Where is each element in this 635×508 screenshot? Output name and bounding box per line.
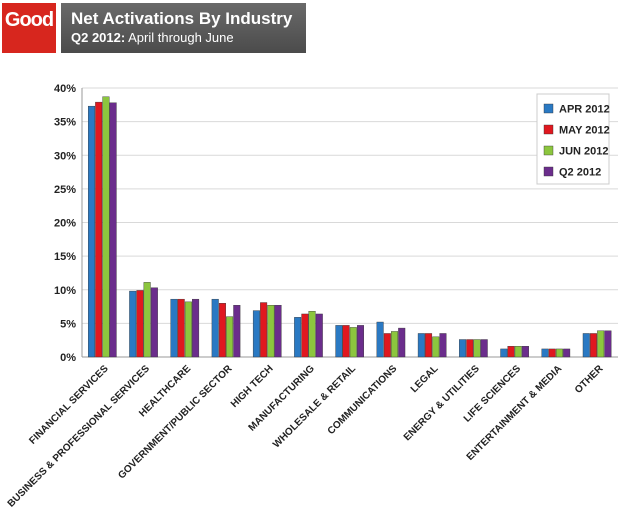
bar xyxy=(376,321,384,358)
bar xyxy=(192,298,200,358)
bar xyxy=(150,287,158,358)
bar xyxy=(398,327,406,358)
bar xyxy=(274,305,282,358)
bar xyxy=(143,282,151,358)
y-tick-label: 30% xyxy=(54,150,76,162)
bar xyxy=(252,310,260,358)
bar xyxy=(129,290,137,358)
bar xyxy=(177,298,185,358)
legend-swatch xyxy=(543,166,554,177)
bar xyxy=(507,346,515,358)
bar xyxy=(439,333,447,358)
bar xyxy=(500,348,508,358)
y-tick-label: 5% xyxy=(60,318,76,330)
x-tick-label: ENERGY & UTILITIES xyxy=(402,363,482,443)
subtitle-period: Q2 2012: xyxy=(71,30,126,45)
bars xyxy=(88,96,612,358)
bar xyxy=(349,327,357,358)
bar xyxy=(541,348,549,358)
bar xyxy=(480,339,488,358)
bar xyxy=(211,298,219,358)
legend-label: Q2 2012 xyxy=(559,167,601,179)
bar xyxy=(417,333,425,358)
legend: APR 2012 MAY 2012 JUN 2012 Q2 2012 xyxy=(536,93,610,185)
bar xyxy=(218,303,226,358)
x-tick-label: WHOLESALE & RETAIL xyxy=(271,363,358,450)
subtitle-range: April through June xyxy=(128,30,234,45)
y-tick-label: 20% xyxy=(54,218,76,230)
title-bar: Net Activations By Industry Q2 2012: Apr… xyxy=(61,3,306,53)
legend-swatch xyxy=(543,145,554,156)
bar xyxy=(136,290,144,358)
bar xyxy=(357,325,365,358)
bar xyxy=(109,102,117,358)
bar xyxy=(582,333,590,358)
bar xyxy=(432,336,440,358)
y-tick-label: 15% xyxy=(54,251,76,263)
bar xyxy=(597,330,605,358)
x-tick-label: OTHER xyxy=(573,363,606,396)
bar xyxy=(555,348,563,358)
bar xyxy=(184,301,192,358)
bar xyxy=(563,348,571,358)
bar xyxy=(342,325,350,358)
bar xyxy=(315,313,323,358)
bar xyxy=(514,346,522,358)
y-tick-label: 0% xyxy=(60,352,76,364)
bar xyxy=(335,325,343,358)
legend-label: MAY 2012 xyxy=(559,125,610,137)
bar xyxy=(308,311,316,358)
x-tick-label: COMMUNICATIONS xyxy=(326,363,400,437)
bar xyxy=(391,331,399,358)
bar xyxy=(425,333,433,358)
bar xyxy=(226,316,234,358)
good-logo: Good xyxy=(2,3,56,53)
header: Good Net Activations By Industry Q2 2012… xyxy=(0,0,635,58)
y-tick-label: 40% xyxy=(54,83,76,95)
bar xyxy=(294,317,302,358)
bar xyxy=(102,96,110,358)
x-tick-label: BUSINESS & PROFESSIONAL SERVICES xyxy=(6,363,152,508)
chart-title: Net Activations By Industry xyxy=(71,9,293,28)
bar xyxy=(267,305,275,358)
y-tick-label: 25% xyxy=(54,184,76,196)
x-tick-label: LEGAL xyxy=(409,363,441,395)
y-tick-label: 35% xyxy=(54,117,76,129)
y-axis-ticks: 0% 5% 10% 15% 20% 25% 30% 35% 40% xyxy=(54,83,76,364)
bar xyxy=(459,339,467,358)
bar xyxy=(521,346,529,358)
bar xyxy=(260,302,268,358)
bar xyxy=(170,298,178,358)
bar xyxy=(466,339,474,358)
legend-label: APR 2012 xyxy=(559,104,610,116)
y-tick-label: 10% xyxy=(54,285,76,297)
bar xyxy=(473,339,481,358)
bar xyxy=(95,101,103,358)
bar xyxy=(233,305,241,358)
legend-label: JUN 2012 xyxy=(559,146,609,158)
bar xyxy=(383,333,391,358)
chart-subtitle: Q2 2012: April through June xyxy=(71,29,296,46)
bar xyxy=(548,348,556,358)
bar xyxy=(589,333,597,358)
legend-swatch xyxy=(543,124,554,135)
bar xyxy=(88,105,96,358)
bar xyxy=(301,313,309,358)
legend-swatch xyxy=(543,103,554,114)
x-tick-label: FINANCIAL SERVICES xyxy=(27,363,111,447)
bar xyxy=(604,330,612,358)
